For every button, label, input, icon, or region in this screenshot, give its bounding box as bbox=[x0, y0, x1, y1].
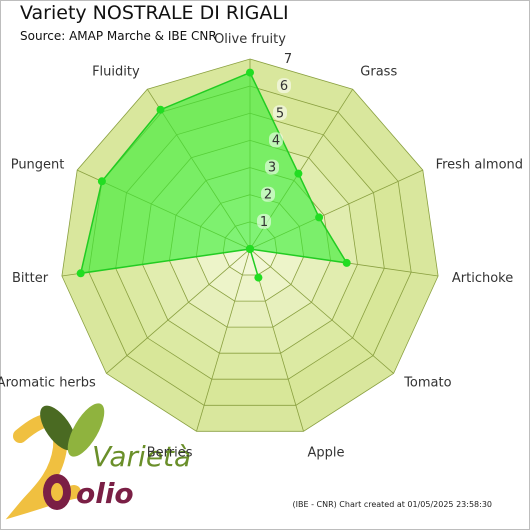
tick-label-3: 3 bbox=[268, 161, 276, 176]
tick-label-4: 4 bbox=[272, 133, 280, 148]
data-point-5 bbox=[254, 273, 263, 282]
tick-label-bg-2 bbox=[261, 186, 275, 202]
data-point-7 bbox=[246, 245, 254, 253]
logo-olive-highlight bbox=[51, 483, 63, 501]
chart-credit: (IBE - CNR) Chart created at 01/05/2025 … bbox=[292, 500, 493, 509]
category-label-pungent: Pungent bbox=[11, 157, 65, 172]
logo-text-bottom: olio bbox=[76, 477, 134, 510]
tick-label-5: 5 bbox=[276, 106, 284, 121]
logo-leaf-light bbox=[67, 403, 105, 457]
tick-label-bg-3 bbox=[265, 159, 279, 175]
category-label-artichoke: Artichoke bbox=[452, 271, 513, 286]
category-label-aromatic-herbs: Aromatic herbs bbox=[0, 376, 96, 391]
data-point-9 bbox=[97, 177, 106, 186]
category-labels: Olive fruity Grass Fresh almond Artichoke To… bbox=[0, 32, 523, 461]
data-point-2 bbox=[315, 213, 324, 222]
category-label-berries: Berries bbox=[147, 446, 193, 461]
chart-subtitle: Source: AMAP Marche & IBE CNR bbox=[20, 29, 217, 43]
data-point-10 bbox=[156, 105, 165, 114]
category-label-grass: Grass bbox=[360, 64, 397, 79]
tick-label-7: 7 bbox=[284, 52, 292, 67]
tick-label-1: 1 bbox=[260, 215, 268, 230]
spoke-4 bbox=[249, 248, 394, 374]
data-point-0 bbox=[246, 68, 254, 77]
data-point-3 bbox=[342, 258, 351, 267]
radial-tick-labels: 1 2 3 4 5 6 7 bbox=[257, 51, 295, 230]
category-label-bitter: Bitter bbox=[12, 271, 49, 286]
category-label-olive-fruity: Olive fruity bbox=[214, 32, 286, 47]
radar-series bbox=[76, 68, 351, 282]
logo-text-top: Varietà bbox=[92, 440, 191, 473]
category-label-apple: Apple bbox=[308, 446, 345, 461]
variety-olio-logo: Varietà olio bbox=[5, 403, 191, 520]
tick-label-bg-6 bbox=[277, 78, 291, 94]
tick-label-bg-7 bbox=[281, 51, 295, 66]
category-label-fresh-almond: Fresh almond bbox=[436, 157, 523, 172]
spoke-6 bbox=[196, 248, 251, 432]
category-label-tomato: Tomato bbox=[403, 376, 451, 391]
data-point-1 bbox=[294, 169, 303, 178]
tick-label-bg-4 bbox=[269, 132, 283, 148]
tick-label-bg-5 bbox=[273, 105, 287, 121]
tick-label-2: 2 bbox=[264, 188, 272, 203]
chart-title: Variety NOSTRALE DI RIGALI bbox=[20, 2, 289, 24]
tick-label-bg-1 bbox=[257, 213, 271, 229]
tick-label-6: 6 bbox=[280, 79, 288, 94]
spoke-7 bbox=[106, 248, 251, 374]
logo-leaf-dark bbox=[40, 405, 76, 451]
category-label-fluidity: Fluidity bbox=[92, 64, 140, 79]
data-point-8 bbox=[76, 269, 85, 278]
